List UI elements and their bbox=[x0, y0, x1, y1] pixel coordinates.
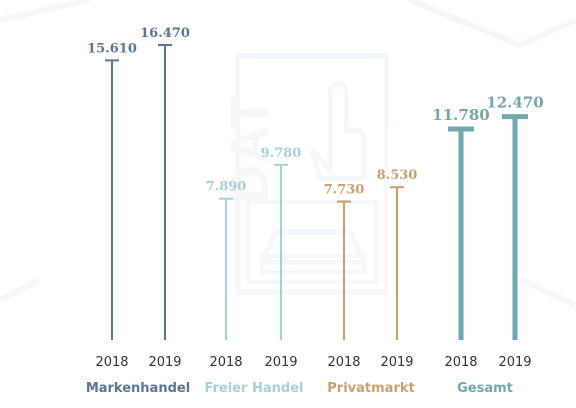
group-label-markenhandel: Markenhandel bbox=[86, 381, 190, 396]
year-tick-label: 2018 bbox=[444, 355, 477, 370]
group-label-gesamt: Gesamt bbox=[457, 381, 513, 396]
year-tick-label: 2019 bbox=[264, 355, 297, 370]
data-label: 7.890 bbox=[206, 180, 247, 195]
data-label: 8.530 bbox=[377, 168, 418, 183]
year-tick-label: 2019 bbox=[148, 355, 181, 370]
group-label-freier-handel: Freier Handel bbox=[205, 381, 304, 396]
year-tick-label: 2018 bbox=[95, 355, 128, 370]
year-tick-label: 2019 bbox=[380, 355, 413, 370]
data-label: 12.470 bbox=[486, 94, 543, 112]
year-tick-label: 2019 bbox=[498, 355, 531, 370]
data-label: 11.780 bbox=[432, 106, 489, 124]
watermark-text: DAT bbox=[220, 97, 280, 204]
data-label: 16.470 bbox=[140, 26, 190, 41]
data-label: 7.730 bbox=[324, 183, 365, 198]
data-label: 9.780 bbox=[261, 146, 302, 161]
watermark-logo: DAT bbox=[0, 0, 576, 305]
year-tick-label: 2018 bbox=[209, 355, 242, 370]
year-tick-label: 2018 bbox=[327, 355, 360, 370]
data-label: 15.610 bbox=[87, 41, 137, 56]
group-label-privatmarkt: Privatmarkt bbox=[327, 381, 414, 396]
